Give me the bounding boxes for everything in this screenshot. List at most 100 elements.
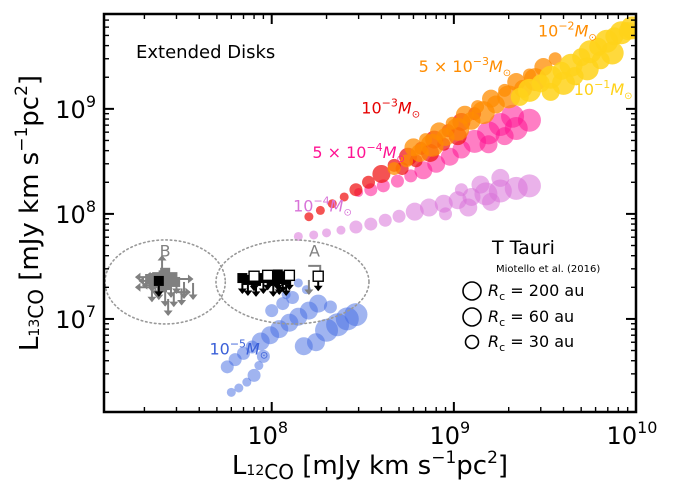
legend-entry: Rc = 30 au: [488, 332, 574, 354]
series-1e-4: [293, 168, 541, 241]
upper-limit-marker: [248, 270, 260, 282]
arrow-head: [268, 291, 278, 297]
data-point: [254, 361, 264, 371]
arrow-head: [273, 284, 283, 291]
arrow-head: [237, 288, 247, 295]
data-point: [405, 202, 424, 221]
arrow-head: [313, 285, 323, 292]
arrow-head: [281, 290, 291, 296]
mass-label: 10−1M⊙: [574, 78, 633, 102]
data-point: [315, 205, 325, 215]
legend-title: T Tauri: [491, 237, 555, 259]
group-b-upper-limits: [134, 254, 198, 316]
data-point: [349, 220, 363, 234]
arrow-head: [188, 294, 198, 300]
region-label-B: B: [160, 242, 171, 261]
group-a-upper-limits: [237, 264, 325, 297]
data-point: [404, 169, 418, 183]
data-point: [304, 212, 314, 222]
mass-label: 10−5M⊙: [209, 337, 268, 361]
arrow-head: [278, 286, 288, 293]
data-point: [336, 225, 346, 235]
data-point: [322, 228, 332, 238]
data-point: [309, 230, 319, 240]
data-point: [454, 183, 468, 197]
data-point: [541, 82, 560, 101]
data-point: [495, 127, 514, 146]
upper-limit-marker: [157, 282, 168, 293]
data-point: [265, 304, 279, 318]
mass-label: 10−3M⊙: [361, 97, 420, 121]
data-point: [327, 199, 337, 209]
data-point: [392, 209, 406, 223]
arrow-head: [138, 276, 144, 286]
data-point: [459, 198, 478, 217]
data-point: [323, 300, 337, 314]
data-point: [276, 297, 290, 311]
arrow-head: [134, 282, 141, 292]
data-point: [410, 143, 429, 162]
data-point: [256, 349, 270, 363]
upper-limit-marker: [153, 275, 164, 286]
mass-label: 5 × 10−3M⊙: [419, 55, 512, 79]
legend-subtitle: Miotello et al. (2016): [496, 264, 600, 275]
x-tick-label: 108: [247, 418, 288, 450]
y-tick-label: 109: [55, 92, 96, 124]
upper-limit-marker: [160, 267, 171, 278]
data-point: [372, 164, 391, 183]
data-point: [293, 278, 303, 288]
mass-label: 10−4M⊙: [293, 195, 352, 219]
data-point: [482, 192, 501, 211]
arrow-head: [263, 284, 273, 291]
region-label-A: A: [309, 242, 320, 261]
data-point: [419, 198, 438, 217]
data-point: [390, 174, 404, 188]
upper-limit-marker: [237, 273, 248, 284]
data-point: [349, 183, 363, 197]
y-tick-label: 108: [55, 197, 96, 229]
legend-entry: Rc = 60 au: [488, 307, 574, 329]
y-tick-label: 107: [55, 302, 96, 334]
data-point: [440, 147, 459, 166]
x-tick-label: 1010: [607, 418, 658, 450]
data-point: [548, 52, 562, 66]
data-point: [471, 175, 490, 194]
upper-limit-marker: [242, 274, 253, 285]
legend-marker: [462, 281, 482, 301]
data-point: [220, 360, 234, 374]
arrow-head: [251, 291, 261, 297]
data-point: [364, 217, 378, 231]
arrow-head: [147, 296, 157, 303]
y-axis-title: L13CO [mJy km s−1pc2]: [12, 75, 48, 351]
data-point: [293, 231, 303, 241]
data-point: [339, 192, 349, 202]
arrow-head: [134, 272, 141, 282]
legend-entry: Rc = 200 au: [488, 281, 584, 303]
arrow-head: [243, 290, 253, 296]
region-A: [215, 239, 370, 325]
arrow-head: [169, 301, 179, 308]
upper-limit-marker: [170, 276, 181, 287]
upper-limit-marker: [312, 270, 324, 282]
x-axis-title: L12CO [mJy km s−1pc2]: [232, 448, 508, 481]
data-point: [387, 162, 401, 176]
arrow-head: [274, 289, 284, 295]
data-point: [362, 175, 376, 189]
arrow-head: [163, 310, 173, 316]
x-tick-label: 109: [429, 418, 470, 450]
arrow-head: [157, 254, 167, 261]
data-point: [378, 213, 392, 227]
arrow-head: [177, 299, 187, 306]
data-point: [491, 168, 510, 187]
arrow-head: [154, 294, 164, 301]
series-1e-5: [220, 278, 368, 397]
legend: T Tauri Miotello et al. (2016) Rc = 200 au…: [462, 237, 600, 354]
arrow-head: [187, 274, 194, 284]
data-point: [479, 135, 498, 154]
legend-marker: [464, 334, 480, 350]
upper-limit-marker: [283, 269, 296, 282]
arrow-head: [249, 285, 259, 292]
arrow-head: [154, 291, 164, 297]
